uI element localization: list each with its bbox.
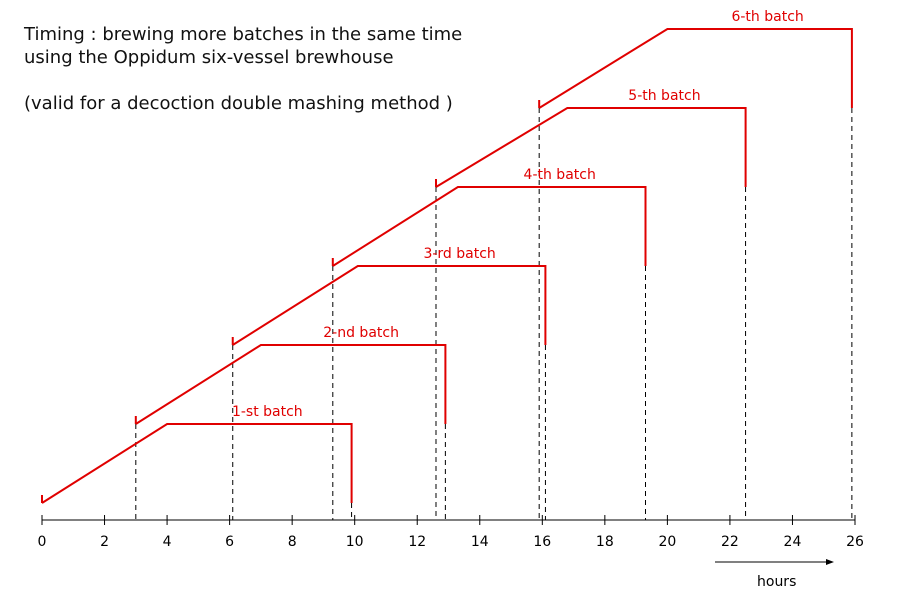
dashed-guide-lines xyxy=(135,108,853,520)
x-tick-label: 24 xyxy=(784,534,802,550)
x-tick-label: 26 xyxy=(846,534,864,550)
x-tick-label: 18 xyxy=(596,534,614,550)
subtitle: (valid for a decoction double mashing me… xyxy=(24,93,453,114)
x-axis-title-group: hours xyxy=(715,559,834,590)
batch-label-4: 4-th batch xyxy=(524,167,596,183)
hours-arrow-head xyxy=(826,559,834,565)
x-tick-label: 2 xyxy=(100,534,109,550)
title-line-1: Timing : brewing more batches in the sam… xyxy=(24,24,463,45)
x-axis-title: hours xyxy=(757,574,796,590)
batch-label-2: 2-nd batch xyxy=(323,325,399,341)
x-tick-label: 10 xyxy=(346,534,364,550)
x-tick-label: 8 xyxy=(288,534,297,550)
x-tick-label: 6 xyxy=(225,534,234,550)
batch-label-5: 5-th batch xyxy=(628,88,700,104)
batch-line-2 xyxy=(135,344,447,425)
x-tick-label: 22 xyxy=(721,534,739,550)
x-tick-label: 0 xyxy=(38,534,47,550)
title-line-2: using the Oppidum six-vessel brewhouse xyxy=(24,47,394,68)
x-tick-label: 20 xyxy=(658,534,676,550)
batch-line-5 xyxy=(435,107,747,188)
batch-label-6: 6-th batch xyxy=(731,9,803,25)
batch-label-1: 1-st batch xyxy=(232,404,303,420)
batch-series: 1-st batch 2-nd batch 3-rd batch 4-th batch… xyxy=(41,9,853,504)
batch-line-4 xyxy=(332,186,647,267)
x-tick-label: 14 xyxy=(471,534,489,550)
x-tick-label: 12 xyxy=(408,534,426,550)
batch-line-6 xyxy=(538,28,853,109)
batch-label-3: 3-rd batch xyxy=(423,246,495,262)
batch-line-3 xyxy=(232,265,547,346)
x-tick-label: 4 xyxy=(163,534,172,550)
x-tick-label: 16 xyxy=(533,534,551,550)
batch-line-1 xyxy=(41,423,353,504)
x-axis: 0 2 4 6 8 10 12 14 16 18 20 22 24 26 xyxy=(38,515,864,550)
